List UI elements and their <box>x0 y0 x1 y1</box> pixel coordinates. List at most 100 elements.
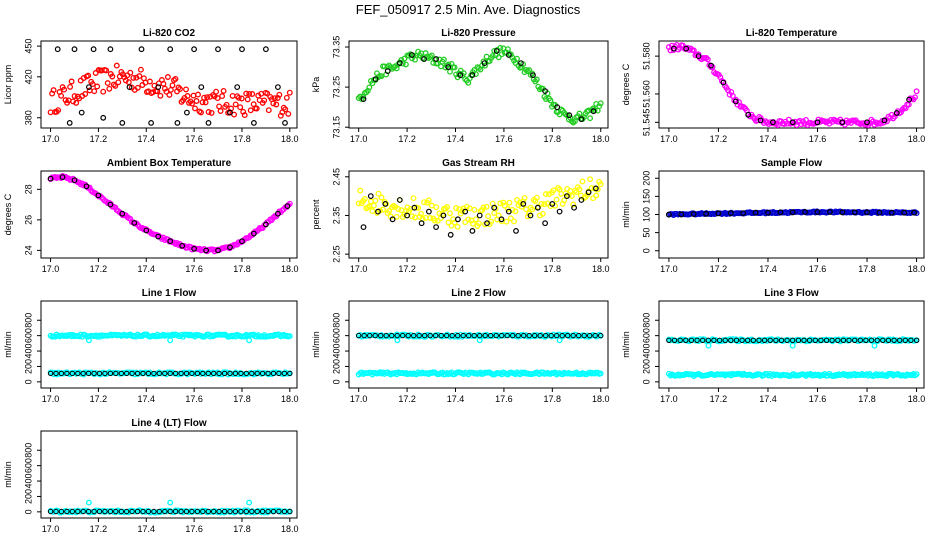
li820-pressure-point <box>437 63 444 70</box>
li820-co2-point <box>282 106 289 113</box>
sample-flow-avg-point <box>827 209 833 215</box>
li820-pressure-panel: Li-820 Pressure kPa 17.0 17.2 17.4 17.6 17.8 18… <box>311 28 610 144</box>
line-3-flow-avg-point <box>700 337 706 343</box>
li820-co2-point <box>219 93 226 100</box>
li820-co2-point <box>232 101 239 108</box>
gas-stream-rh-point <box>453 205 460 211</box>
gas-stream-rh-point <box>541 201 548 208</box>
line-4-lt-flow-avg-point <box>276 508 282 515</box>
line-2-flow-avg-point <box>554 332 560 339</box>
li820-pressure-ytick-label: 73.25 <box>331 76 341 99</box>
gas-stream-rh-avg-point <box>578 197 585 203</box>
line-2-flow-avg-point <box>504 332 510 339</box>
li820-temperature-avg-point <box>720 79 727 86</box>
li820-co2-point <box>223 101 230 108</box>
gas-stream-rh-point <box>553 196 560 203</box>
gas-stream-rh-point <box>370 202 377 209</box>
gas-stream-rh-point <box>395 206 402 212</box>
li820-temperature-avg-point <box>732 98 739 105</box>
line-2-flow-avg-point <box>427 332 433 339</box>
ambient-box-temperature-xtick-label: 18.0 <box>281 264 299 274</box>
line-3-flow-outlier <box>871 342 878 349</box>
line-1-flow-avg-point <box>162 370 168 377</box>
line-4-lt-flow-title: Line 4 (LT) Flow <box>131 418 207 429</box>
li820-temperature-ytick-label: 51.545 <box>641 109 651 137</box>
line-2-flow-ytick-label: 600 <box>331 328 341 343</box>
gas-stream-rh-point <box>469 220 476 227</box>
sample-flow-avg-point <box>876 209 883 216</box>
line-3-flow-xtick-label: 17.2 <box>710 394 728 404</box>
li820-co2-avg-point <box>66 119 73 126</box>
line-1-flow-avg-point <box>211 370 217 377</box>
li820-co2-point <box>134 84 141 91</box>
li820-co2-avg-point <box>71 46 78 53</box>
li820-temperature-ylabel: degrees C <box>621 63 631 105</box>
gas-stream-rh-point <box>418 210 425 217</box>
line-4-lt-flow-avg-point <box>85 508 92 515</box>
gas-stream-rh-point <box>495 212 502 219</box>
line-1-flow-avg-point <box>281 370 288 377</box>
sample-flow-avg-point <box>777 209 784 216</box>
line-4-lt-flow-outlier <box>85 499 92 506</box>
li820-temperature-point <box>912 94 918 101</box>
li820-temperature-avg-point <box>683 45 690 52</box>
ambient-box-temperature-avg-point <box>227 244 233 251</box>
li820-pressure-point <box>527 71 534 78</box>
li820-pressure-xtick-label: 18.0 <box>592 134 610 144</box>
line-4-lt-flow-xtick-label: 17.6 <box>185 524 203 534</box>
gas-stream-rh-avg-point <box>484 220 490 227</box>
line-1-flow-avg-point <box>47 370 54 377</box>
li820-co2-avg-point <box>148 119 155 126</box>
line-3-flow-avg-point <box>823 337 830 343</box>
line-2-flow-avg-point <box>372 332 378 339</box>
line-2-flow-xtick-label: 17.0 <box>350 394 368 404</box>
line-3-flow-avg-point <box>818 337 824 343</box>
ambient-box-temperature-avg-point <box>250 230 257 237</box>
ambient-box-temperature-avg-point <box>59 174 66 181</box>
gas-stream-rh-avg-point <box>382 200 389 207</box>
line-2-flow-avg-point <box>477 332 483 339</box>
line-3-flow-ytick-label: 200 <box>641 359 651 374</box>
line-4-lt-flow-ytick-label: 200 <box>23 489 33 504</box>
ambient-box-temperature-point <box>86 184 93 191</box>
gas-stream-rh-point <box>451 219 458 226</box>
line-1-flow-xtick-label: 17.0 <box>42 394 60 404</box>
sample-flow-ylabel: ml/min <box>621 201 631 228</box>
sample-flow-xtick-label: 17.4 <box>759 264 777 274</box>
sample-flow-avg-point <box>690 211 697 218</box>
li820-co2-point <box>235 94 242 101</box>
line-2-flow-avg-point <box>438 332 444 339</box>
line-3-flow-avg-point <box>868 337 875 343</box>
line-1-flow-panel: Line 1 Flow ml/min 17.0 17.2 17.4 17.6 17.8 18.… <box>3 288 299 404</box>
li820-co2-avg-point <box>205 119 212 126</box>
line-3-flow-avg-point <box>852 337 858 343</box>
li820-temperature-xtick-label: 18.0 <box>908 134 926 144</box>
li820-co2-ytick-label: 380 <box>23 110 33 125</box>
li820-temperature-avg-point <box>864 119 870 126</box>
line-3-flow-avg-point <box>795 337 802 343</box>
line-4-lt-flow-avg-point <box>270 508 277 515</box>
line-2-flow-avg-point <box>526 332 532 339</box>
li820-temperature-xtick-label: 17.6 <box>809 134 827 144</box>
li820-co2-avg-point <box>250 119 257 126</box>
line-1-flow-xtick-label: 17.6 <box>185 394 203 404</box>
li820-co2-point <box>246 90 253 97</box>
li820-pressure-avg-point <box>469 72 476 78</box>
sample-flow-xtick-label: 17.8 <box>858 264 876 274</box>
li820-co2-point <box>238 95 245 102</box>
li820-pressure-avg-point <box>578 116 585 123</box>
li820-pressure-point <box>486 58 493 65</box>
gas-stream-rh-point <box>375 190 382 197</box>
line-4-lt-flow-avg-point <box>64 508 70 515</box>
line-2-flow-avg-point <box>471 332 477 339</box>
line-1-flow-avg-point <box>270 370 277 377</box>
line-1-flow-avg-point <box>69 370 76 377</box>
li820-co2-point <box>190 92 197 99</box>
ambient-box-temperature-title: Ambient Box Temperature <box>107 158 232 169</box>
gas-stream-rh-xtick-label: 17.0 <box>350 264 368 274</box>
line-4-lt-flow-avg-point <box>80 508 86 515</box>
line-4-lt-flow-avg-point <box>58 508 65 515</box>
line-3-flow-avg-point <box>773 337 779 343</box>
line-3-flow-frame <box>658 300 925 389</box>
line-1-flow-avg-point <box>102 370 108 377</box>
